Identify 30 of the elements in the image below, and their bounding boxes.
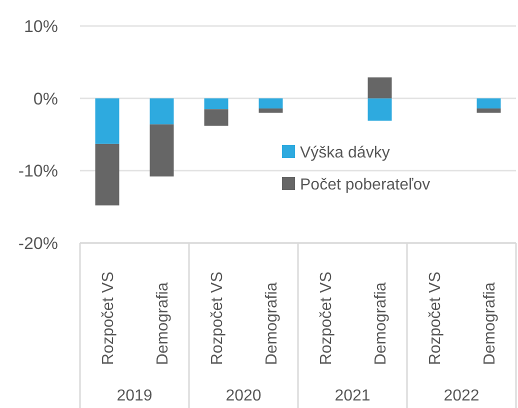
x-tick-label: Rozpočet VS bbox=[208, 272, 226, 365]
bar bbox=[150, 124, 174, 176]
text: 2022 bbox=[444, 388, 480, 405]
bar bbox=[476, 108, 501, 113]
bar bbox=[204, 109, 228, 126]
bar bbox=[476, 98, 501, 108]
x-tick-label: Rozpočet VS bbox=[426, 272, 444, 365]
bar bbox=[204, 98, 228, 110]
bar bbox=[95, 98, 120, 144]
legend-label: Počet poberateľov bbox=[300, 176, 430, 194]
x-tick-label: Rozpočet VS bbox=[100, 272, 117, 365]
y-tick-label: 10% bbox=[24, 16, 58, 36]
bar bbox=[368, 77, 392, 98]
bar bbox=[258, 108, 283, 113]
legend-label: Výška dávky bbox=[300, 144, 390, 162]
x-tick-label: Rozpočet VS bbox=[318, 272, 335, 365]
x-tick-label: Demografia bbox=[372, 282, 390, 365]
text: 2019 bbox=[116, 388, 152, 405]
y-tick-label: -20% bbox=[18, 234, 58, 253]
bar bbox=[258, 98, 283, 108]
x-tick-label: Demografia bbox=[481, 282, 498, 365]
y-tick-label: 0% bbox=[33, 89, 58, 108]
y-tick-label: -10% bbox=[18, 162, 58, 181]
text: 2020 bbox=[226, 388, 262, 405]
x-tick-label: Demografia bbox=[263, 282, 280, 365]
bar bbox=[150, 98, 174, 124]
bar bbox=[368, 98, 392, 121]
bar bbox=[95, 144, 120, 206]
x-tick-label: Demografia bbox=[154, 282, 172, 365]
text: 2021 bbox=[334, 388, 370, 405]
